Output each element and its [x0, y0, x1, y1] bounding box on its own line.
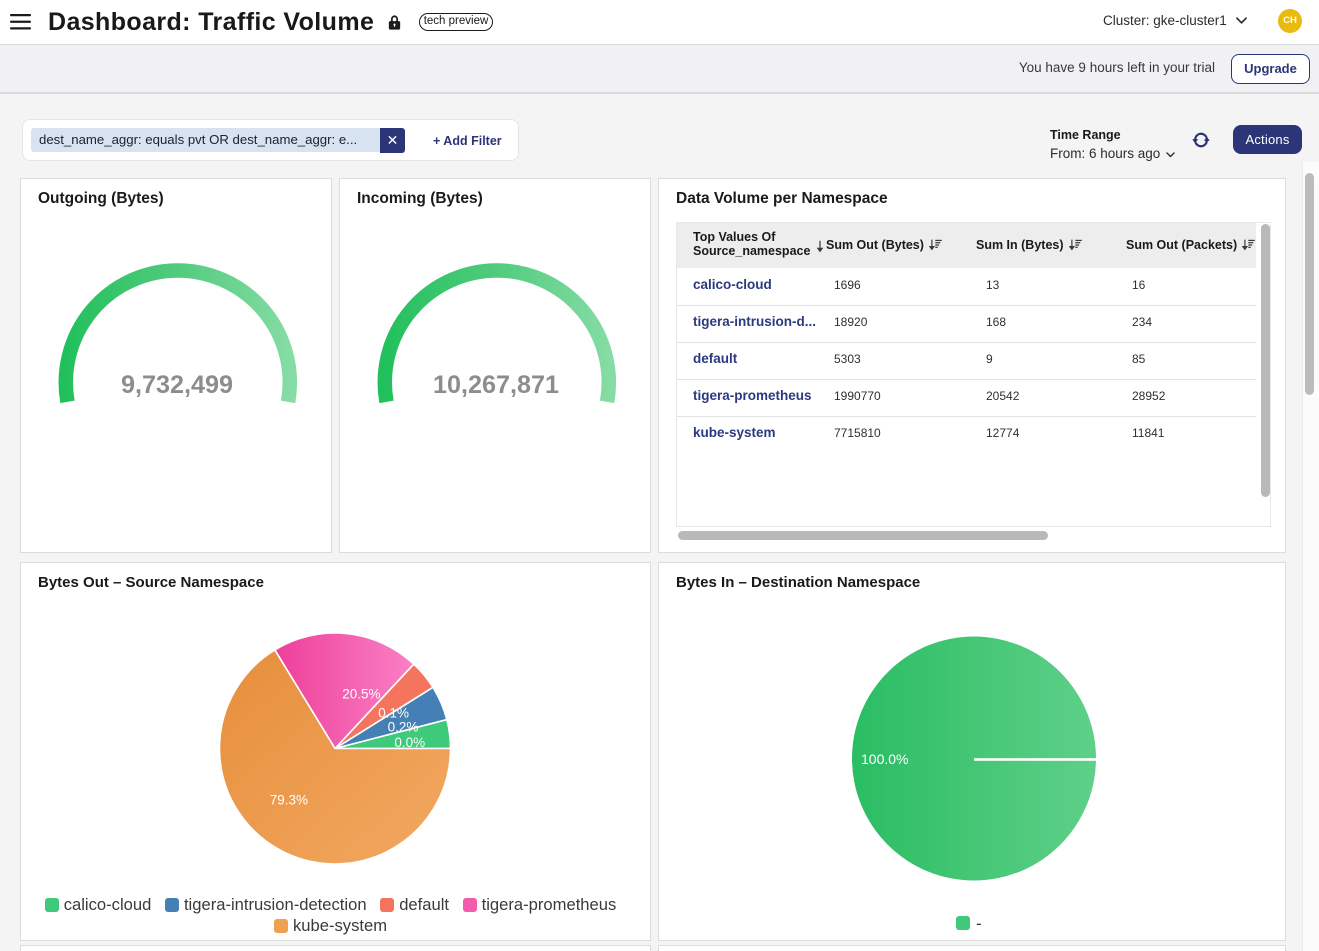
svg-text:0.1%: 0.1% [378, 706, 409, 721]
svg-text:0.0%: 0.0% [394, 735, 425, 750]
svg-text:79.3%: 79.3% [270, 793, 308, 808]
svg-text:100.0%: 100.0% [861, 751, 908, 767]
svg-text:0.2%: 0.2% [388, 719, 419, 734]
svg-text:20.5%: 20.5% [342, 686, 380, 701]
